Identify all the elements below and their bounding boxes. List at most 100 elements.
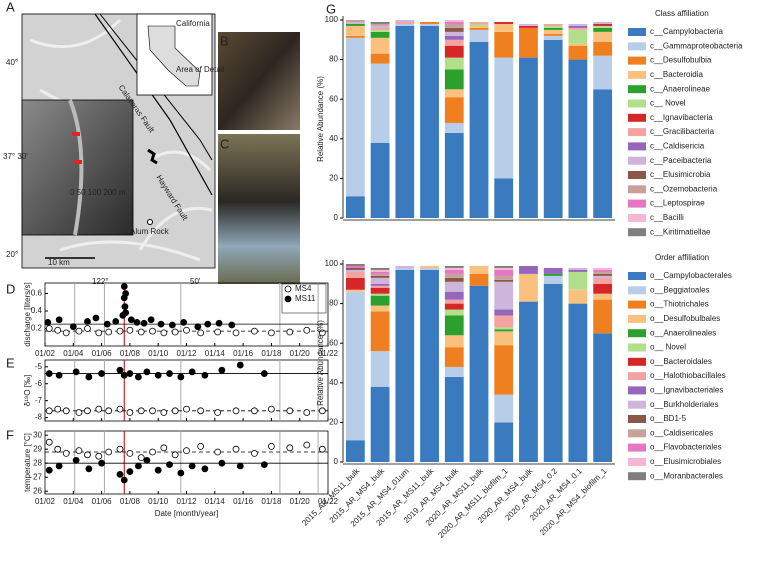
bar-segment xyxy=(519,25,538,28)
bar-segment xyxy=(593,55,613,90)
map-label: California xyxy=(176,19,210,28)
bar-segment xyxy=(519,27,538,58)
bar-segment xyxy=(543,283,563,462)
data-point xyxy=(214,448,222,456)
data-point xyxy=(143,456,151,464)
data-point xyxy=(168,321,176,329)
bar-segment xyxy=(370,287,390,294)
data-point xyxy=(204,320,212,328)
bar-segment xyxy=(444,39,464,46)
data-point xyxy=(122,290,130,297)
y-tick-label: 40 xyxy=(329,378,338,387)
bar-segment xyxy=(519,301,538,462)
legend-label: o__Anaerolineales xyxy=(650,328,716,337)
bar-segment xyxy=(444,277,464,282)
data-point xyxy=(72,456,80,464)
bar-segment xyxy=(593,269,613,272)
data-point xyxy=(84,407,91,415)
bar-segment xyxy=(345,440,365,462)
bar-segment xyxy=(494,315,514,328)
x-tick-label: 01/06 xyxy=(92,349,113,358)
bar-segment xyxy=(370,53,390,64)
x-tick-label: 01/12 xyxy=(176,349,197,358)
data-point xyxy=(85,465,93,473)
photo-c xyxy=(218,134,300,284)
bar-segment xyxy=(444,132,464,218)
bar-segment xyxy=(469,21,489,24)
bar-segment xyxy=(494,275,514,280)
bar-segment xyxy=(345,277,365,290)
bar-segment xyxy=(568,25,588,28)
legend-label: c__Leptospirae xyxy=(650,199,705,208)
legend-label: c__Caldisericia xyxy=(650,142,705,151)
y-tick-label: 0.4 xyxy=(31,306,43,315)
y-tick-label: -5 xyxy=(35,362,43,371)
bar-segment xyxy=(593,21,613,24)
map xyxy=(21,13,216,269)
data-point xyxy=(116,366,124,374)
legend-title: Order affiliation xyxy=(655,253,709,262)
bar-segment xyxy=(519,273,538,302)
data-point xyxy=(236,361,244,369)
y-axis-label: Relative Abundance (%) xyxy=(316,320,325,406)
bar-segment xyxy=(568,289,588,304)
data-point xyxy=(134,373,142,381)
map-label: 10 km xyxy=(48,258,70,267)
data-point xyxy=(214,409,222,416)
bar-segment xyxy=(395,25,415,218)
bar-segment xyxy=(593,89,613,218)
data-point xyxy=(147,316,155,324)
data-point xyxy=(232,445,240,453)
data-point xyxy=(127,316,135,324)
legend-label: o__Halothiobacillales xyxy=(650,371,726,380)
bar-segment xyxy=(469,29,489,42)
bar-segment xyxy=(494,57,514,179)
data-point xyxy=(103,320,111,328)
data-point xyxy=(160,409,168,416)
panel-label: E xyxy=(6,355,15,370)
data-point xyxy=(55,371,63,379)
bar-segment xyxy=(444,273,464,278)
x-tick-label: 01/20 xyxy=(290,349,311,358)
panel-label: F xyxy=(6,427,14,442)
data-point xyxy=(197,407,205,415)
panel-label: G xyxy=(326,1,336,16)
bar-segment xyxy=(593,271,613,274)
legend-swatch xyxy=(628,42,646,51)
bar-segment xyxy=(444,303,464,310)
legend-swatch xyxy=(628,386,646,395)
data-point xyxy=(45,466,53,474)
y-axis-label: discharge [liters/s] xyxy=(23,282,32,346)
bar-segment xyxy=(593,273,613,276)
data-point xyxy=(149,407,156,415)
x-tick-label: 01/18 xyxy=(261,497,282,506)
bar-segment xyxy=(395,265,415,268)
panel-label: D xyxy=(6,281,15,296)
bar-segment xyxy=(444,31,464,36)
legend-swatch xyxy=(628,70,646,79)
bar-segment xyxy=(370,311,390,352)
bar-segment xyxy=(444,35,464,40)
data-point xyxy=(126,370,134,377)
bar-segment xyxy=(444,309,464,316)
bar-segment xyxy=(568,271,588,290)
panel-label: B xyxy=(220,33,229,48)
x-tick-label: 01/04 xyxy=(63,497,84,506)
legend-swatch xyxy=(628,99,646,108)
data-point xyxy=(116,445,124,453)
bar-segment xyxy=(543,23,563,26)
bar-segment xyxy=(568,43,588,46)
legend-label: c__Ignavibacteria xyxy=(650,113,713,122)
data-point xyxy=(232,329,240,337)
data-point xyxy=(45,407,53,415)
bar-segment xyxy=(420,23,439,26)
data-point xyxy=(126,449,134,457)
panel-label: C xyxy=(220,136,229,151)
data-point xyxy=(251,449,258,457)
data-point xyxy=(201,371,209,379)
y-axis-label: δ¹⁸O [‰] xyxy=(23,375,32,406)
bar-segment xyxy=(370,269,390,272)
data-point xyxy=(140,319,148,327)
bar-segment xyxy=(593,25,613,28)
bar-segment xyxy=(469,265,489,274)
